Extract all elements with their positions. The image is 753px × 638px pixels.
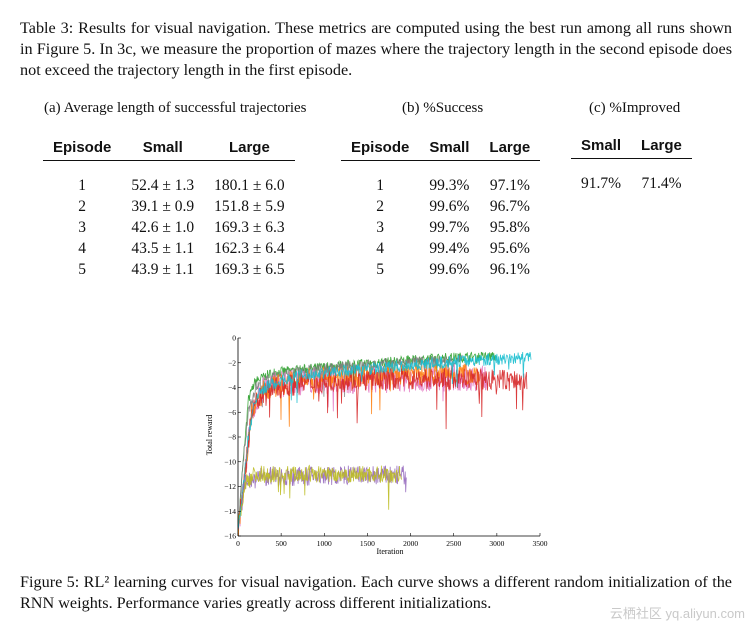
y-tick-label: −8	[228, 433, 236, 442]
chart-ticks: 0 500 1000 1500 2000 2500 3000 3500 0 −2 −4 −6 −8 −10…	[224, 334, 547, 549]
y-tick-label: −10	[224, 457, 236, 466]
x-tick-label: 3000	[489, 539, 504, 548]
table-row: 4 43.5 ± 1.1 162.3 ± 6.4	[43, 238, 295, 259]
table-a: Episode Small Large 1 52.4 ± 1.3 180.1 ± 6.0 2…	[43, 136, 295, 280]
y-tick-label: −16	[224, 532, 236, 541]
header-cell: Large	[479, 136, 541, 161]
table-cell: 3	[78, 219, 87, 236]
y-tick-label: 0	[232, 334, 236, 343]
table-caption: Table 3: Results for visual navigation. …	[20, 19, 732, 79]
table-cell: 2	[78, 198, 87, 215]
header-cell: Small	[571, 134, 632, 159]
header-cell: Large	[631, 134, 692, 159]
figure-caption: Figure 5: RL² learning curves for visual…	[20, 573, 732, 612]
table-row: 3 99.7% 95.8%	[341, 217, 540, 238]
x-tick-label: 500	[276, 539, 288, 548]
table-c-title: (c) %Improved	[589, 100, 681, 116]
x-tick-label: 2500	[446, 539, 461, 548]
y-tick-label: −12	[224, 482, 236, 491]
table-row: 2 39.1 ± 0.9 151.8 ± 5.9	[43, 196, 295, 217]
x-tick-label: 1500	[360, 539, 375, 548]
table-b-title: (b) %Success	[402, 100, 484, 116]
header-cell: Small	[121, 136, 205, 161]
table-cell: 99.7%	[429, 219, 470, 236]
table-cell: 3	[376, 219, 385, 236]
x-tick-label: 1000	[317, 539, 332, 548]
table-a-title: (a) Average length of successful traject…	[44, 100, 307, 116]
table-row: 91.7% 71.4%	[571, 173, 692, 194]
table-cell: 1	[376, 177, 385, 194]
table-cell: 91.7%	[581, 175, 622, 192]
series-line-7	[237, 351, 532, 528]
y-tick-label: −4	[228, 383, 236, 392]
x-tick-label: 3500	[533, 539, 548, 548]
table-cell: 43.5 ± 1.1	[131, 240, 195, 257]
table-cell: 169.3 ± 6.3	[214, 219, 285, 236]
table-cell: 96.7%	[489, 198, 530, 215]
x-axis-label: Iteration	[376, 547, 403, 556]
x-tick-label: 2000	[403, 539, 418, 548]
table-cell: 42.6 ± 1.0	[131, 219, 195, 236]
table-row: 2 99.6% 96.7%	[341, 196, 540, 217]
y-axis-label: Total reward	[205, 415, 214, 456]
table-cell: 97.1%	[489, 177, 530, 194]
table-cell: 4	[376, 240, 385, 257]
table-cell: 4	[78, 240, 87, 257]
table-cell: 95.8%	[489, 219, 530, 236]
table-cell: 5	[78, 261, 87, 278]
table-cell: 5	[376, 261, 385, 278]
table-cell: 2	[376, 198, 385, 215]
y-tick-label: −6	[228, 408, 236, 417]
table-cell: 71.4%	[641, 175, 682, 192]
table-cell: 52.4 ± 1.3	[131, 177, 195, 194]
series-line-4	[237, 367, 528, 527]
table-row: 1 99.3% 97.1%	[341, 175, 540, 196]
table-cell: 99.4%	[429, 240, 470, 257]
series-line-0	[237, 351, 498, 535]
table-row: 4 99.4% 95.6%	[341, 238, 540, 259]
table-row: 1 52.4 ± 1.3 180.1 ± 6.0	[43, 175, 295, 196]
header-cell: Small	[419, 136, 480, 161]
table-cell: 151.8 ± 5.9	[214, 198, 285, 215]
table-cell: 99.3%	[429, 177, 470, 194]
x-tick-label: 0	[236, 539, 240, 548]
table-row: 3 42.6 ± 1.0 169.3 ± 6.3	[43, 217, 295, 238]
table-cell: 169.3 ± 6.5	[214, 261, 285, 278]
table-cell: 99.6%	[429, 198, 470, 215]
table-cell: 96.1%	[489, 261, 530, 278]
series-lines	[237, 351, 532, 537]
watermark: 云栖社区 yq.aliyun.com	[609, 606, 745, 621]
series-line-6	[237, 464, 402, 528]
table-cell: 95.6%	[489, 240, 530, 257]
table-row: 5 99.6% 96.1%	[341, 259, 540, 280]
table-cell: 162.3 ± 6.4	[214, 240, 285, 257]
header-cell: Large	[204, 136, 295, 161]
y-tick-label: −14	[224, 507, 236, 516]
learning-curves-chart: 0 500 1000 1500 2000 2500 3000 3500 0 −2 −4 −6 −8 −10…	[205, 334, 548, 557]
table-cell: 99.6%	[429, 261, 470, 278]
table-row: 5 43.9 ± 1.1 169.3 ± 6.5	[43, 259, 295, 280]
table-cell: 43.9 ± 1.1	[131, 261, 195, 278]
header-cell: Episode	[43, 136, 122, 161]
table-c: Small Large 91.7% 71.4%	[571, 134, 692, 194]
table-b: Episode Small Large 1 99.3% 97.1% 2 99.6% 96.7% 3…	[341, 136, 541, 280]
header-cell: Episode	[341, 136, 420, 161]
table-cell: 180.1 ± 6.0	[214, 177, 285, 194]
y-tick-label: −2	[228, 358, 236, 367]
table-cell: 39.1 ± 0.9	[131, 198, 195, 215]
table-cell: 1	[78, 177, 87, 194]
